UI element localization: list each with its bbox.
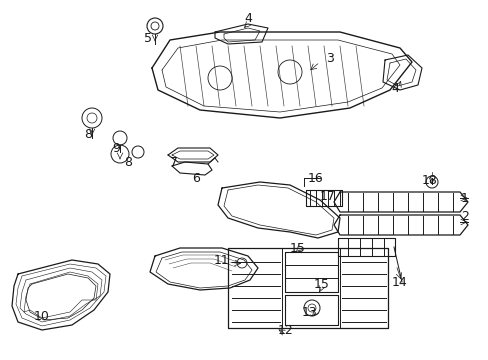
Text: 13: 13 [302, 306, 317, 319]
Text: 5: 5 [143, 32, 152, 45]
Text: 15: 15 [313, 278, 329, 291]
Text: 4: 4 [390, 81, 398, 95]
Text: 1: 1 [460, 192, 468, 204]
Text: 3: 3 [325, 51, 333, 64]
Text: 4: 4 [244, 12, 251, 24]
Text: 14: 14 [391, 275, 407, 288]
Text: 18: 18 [421, 174, 437, 186]
Text: 11: 11 [214, 253, 229, 266]
Text: 10: 10 [34, 310, 50, 323]
Text: 8: 8 [84, 127, 92, 140]
Text: 6: 6 [192, 171, 200, 185]
Text: 2: 2 [460, 210, 468, 222]
Text: 7: 7 [170, 156, 178, 168]
Text: 9: 9 [112, 141, 120, 154]
Text: 16: 16 [307, 171, 323, 185]
Text: 17: 17 [320, 189, 335, 202]
Text: 8: 8 [124, 156, 132, 168]
Text: 15: 15 [289, 242, 305, 255]
Text: 12: 12 [278, 324, 293, 337]
